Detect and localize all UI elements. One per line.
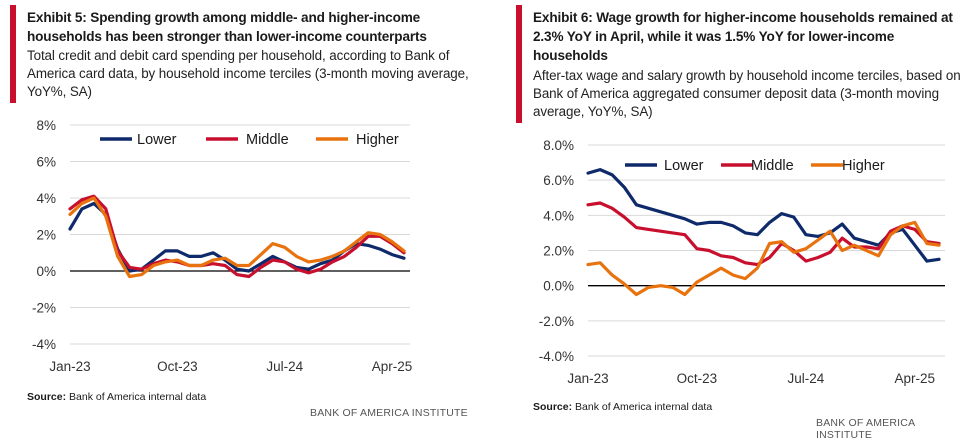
title-accent-bar [516, 5, 522, 123]
exhibit-6-panel: Exhibit 6: Wage growth for higher-income… [506, 0, 962, 441]
source-text: Bank of America internal data [575, 401, 713, 413]
y-tick-label: 6% [36, 155, 56, 170]
y-tick-label: -2.0% [539, 314, 574, 329]
brand-footer: BANK OF AMERICA INSTITUTE [310, 407, 468, 419]
x-tick-label: Apr-25 [372, 359, 413, 374]
y-tick-label: 8.0% [543, 138, 574, 153]
y-tick-label: 2.0% [543, 244, 574, 259]
source-label: Source: [533, 401, 573, 413]
y-tick-label: 4.0% [543, 208, 574, 223]
y-tick-label: 0% [36, 264, 56, 279]
legend-label-lower: Lower [664, 158, 704, 174]
chart-subtitle: After-tax wage and salary growth by hous… [533, 68, 961, 119]
x-tick-label: Apr-25 [895, 371, 936, 386]
legend-label-middle: Middle [751, 158, 794, 174]
series-line-higher [586, 220, 941, 297]
source-note: Source: Bank of America internal data [533, 401, 712, 413]
series-line-middle [68, 194, 406, 279]
y-tick-label: 4% [36, 191, 56, 206]
y-tick-label: -2% [32, 301, 56, 316]
x-tick-label: Jan-23 [567, 371, 608, 386]
legend-label-middle: Middle [246, 132, 289, 148]
chart-title: Exhibit 6: Wage growth for higher-income… [533, 10, 953, 63]
series-line-middle [586, 201, 941, 267]
series-line-higher [68, 196, 406, 279]
y-tick-label: 6.0% [543, 173, 574, 188]
legend-label-higher: Higher [356, 132, 399, 148]
title-accent-bar [10, 5, 16, 103]
x-tick-label: Jul-24 [266, 359, 303, 374]
chart-title: Exhibit 5: Spending growth among middle-… [27, 10, 427, 44]
x-tick-label: Jul-24 [787, 371, 824, 386]
x-tick-label: Oct-23 [157, 359, 198, 374]
legend-label-higher: Higher [842, 158, 885, 174]
x-tick-label: Oct-23 [677, 371, 718, 386]
brand-footer: BANK OF AMERICA INSTITUTE [816, 417, 915, 441]
x-tick-label: Jan-23 [49, 359, 90, 374]
legend-label-lower: Lower [137, 132, 177, 148]
y-tick-label: 2% [36, 228, 56, 243]
y-tick-label: 0.0% [543, 279, 574, 294]
y-tick-label: -4.0% [539, 349, 574, 364]
source-text: Bank of America internal data [69, 391, 207, 403]
exhibit-5-panel: Exhibit 5: Spending growth among middle-… [0, 0, 480, 436]
source-label: Source: [27, 391, 67, 403]
exhibit-5-line-chart: 8% 6% 4% 2% 0% -2% -4% Jan-23 Oct-23 Jul-24 Apr-25… [32, 118, 413, 374]
y-tick-label: -4% [32, 337, 56, 352]
source-note: Source: Bank of America internal data [27, 391, 206, 403]
y-tick-label: 8% [36, 118, 56, 133]
chart-subtitle: Total credit and debit card spending per… [27, 48, 469, 99]
exhibit-6-line-chart: 8.0% 6.0% 4.0% 2.0% 0.0% -2.0% -4.0% Jan-23 Oct-… [539, 138, 945, 386]
